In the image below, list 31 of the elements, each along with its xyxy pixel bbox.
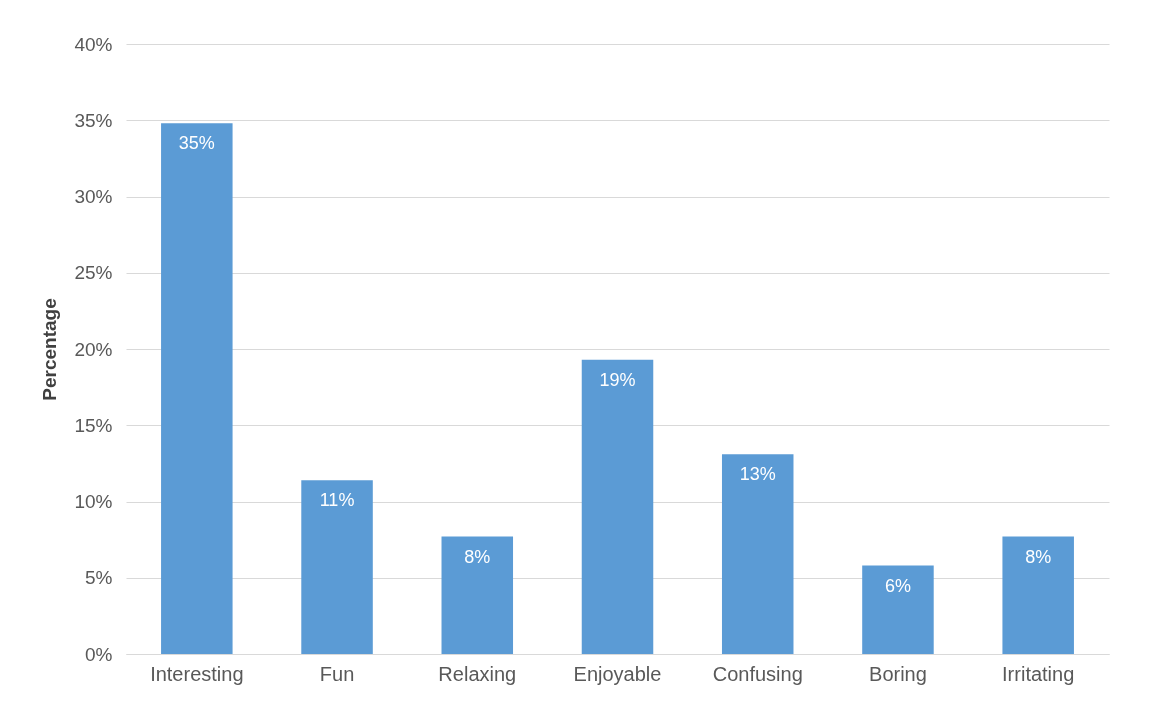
y-tick-label: 30% [74, 186, 113, 207]
y-tick-label: 15% [74, 414, 113, 436]
y-tick-label: 5% [85, 567, 113, 589]
x-tick-label: Boring [869, 662, 927, 685]
data-label: 19% [599, 369, 636, 390]
data-label: 8% [464, 546, 491, 567]
y-tick-label: 40% [74, 33, 113, 55]
y-tick-label: 20% [74, 338, 113, 360]
x-tick-label: Fun [319, 662, 355, 685]
data-label: 11% [319, 490, 355, 511]
bar [441, 536, 514, 654]
data-label: 35% [178, 133, 215, 154]
y-axis-title: Percentage [39, 298, 61, 401]
y-tick-label: 10% [74, 491, 113, 512]
y-tick-label: 35% [74, 109, 113, 131]
bar [161, 123, 233, 654]
y-tick-label: 25% [74, 262, 113, 284]
x-tick-label: Irritating [1002, 662, 1075, 685]
x-tick-label: Interesting [150, 662, 244, 685]
bar [581, 359, 654, 654]
bar [862, 565, 934, 654]
x-tick-label: Relaxing [438, 662, 517, 685]
bar [721, 454, 794, 654]
bar [301, 480, 373, 654]
bar [1002, 536, 1074, 654]
x-tick-label: Enjoyable [573, 662, 662, 685]
data-label: 6% [884, 575, 911, 596]
x-tick-label: Confusing [712, 662, 803, 685]
data-label: 13% [739, 464, 776, 485]
y-tick-label: 0% [85, 643, 113, 665]
data-label: 8% [1025, 546, 1052, 567]
